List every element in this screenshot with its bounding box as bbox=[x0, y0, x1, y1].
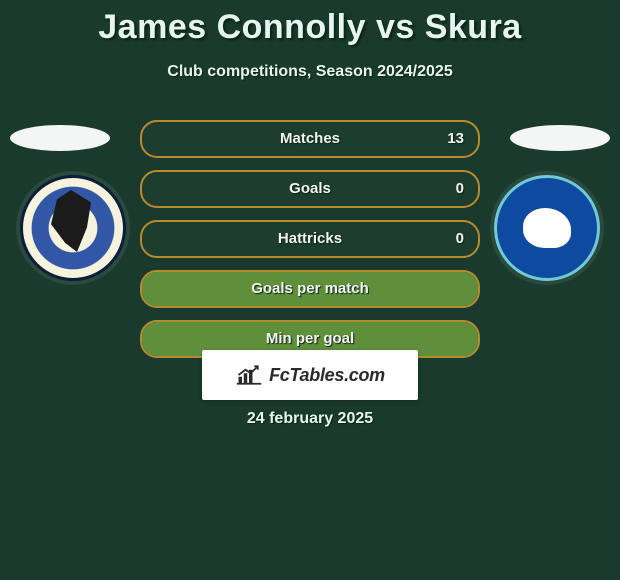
snapshot-date: 24 february 2025 bbox=[0, 410, 620, 428]
stat-label: Goals per match bbox=[142, 272, 478, 306]
brand-text: FcTables.com bbox=[269, 365, 385, 386]
shadow-left bbox=[10, 125, 110, 151]
stat-row-hattricks: Hattricks 0 bbox=[140, 220, 480, 258]
club-crest-left bbox=[20, 175, 126, 281]
stat-label: Matches bbox=[142, 122, 478, 156]
stat-val-right: 0 bbox=[456, 172, 464, 206]
stats-list: Matches 13 Goals 0 Hattricks 0 Goals per… bbox=[140, 120, 480, 370]
comparison-card: James Connolly vs Skura Club competition… bbox=[0, 0, 620, 580]
stat-val-right: 13 bbox=[447, 122, 464, 156]
club-crest-right bbox=[494, 175, 600, 281]
stat-row-goals: Goals 0 bbox=[140, 170, 480, 208]
stat-val-right: 0 bbox=[456, 222, 464, 256]
page-subtitle: Club competitions, Season 2024/2025 bbox=[0, 63, 620, 81]
shadow-right bbox=[510, 125, 610, 151]
brand-badge: FcTables.com bbox=[202, 350, 418, 400]
page-title: James Connolly vs Skura bbox=[0, 0, 620, 47]
chart-icon bbox=[235, 364, 263, 386]
stat-row-goals-per-match: Goals per match bbox=[140, 270, 480, 308]
stat-label: Hattricks bbox=[142, 222, 478, 256]
stat-label: Goals bbox=[142, 172, 478, 206]
stat-row-matches: Matches 13 bbox=[140, 120, 480, 158]
